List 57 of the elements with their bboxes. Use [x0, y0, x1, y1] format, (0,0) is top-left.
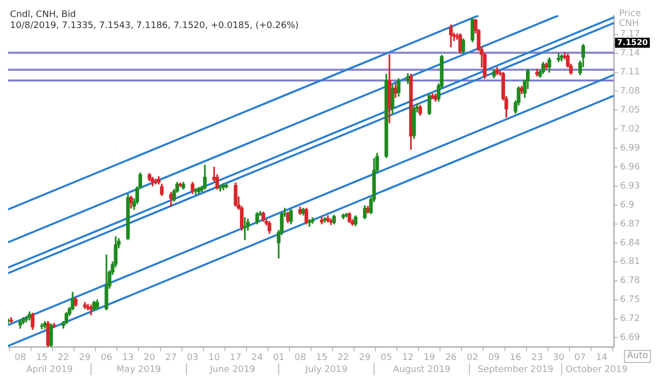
y-tick-label: 6.96 — [620, 162, 640, 172]
x-tick-label: 07 — [574, 352, 586, 363]
x-tick-label: 16 — [510, 352, 522, 363]
x-tick-label: 29 — [79, 352, 91, 363]
x-tick-label: 01 — [272, 352, 284, 363]
x-tick-label: 30 — [552, 352, 565, 363]
x-tick-label: 26 — [445, 352, 457, 363]
x-tick-label: 24 — [251, 352, 264, 363]
x-tick-label: 08 — [294, 352, 306, 363]
x-tick-label: 14 — [596, 352, 608, 363]
x-tick-label: 10 — [208, 352, 220, 363]
y-tick-label: 6.84 — [620, 238, 640, 248]
text: 7.1520 — [616, 38, 648, 47]
x-tick-label: 13 — [122, 352, 134, 363]
text: 10/8/2019, 7.1335, 7.1543, 7.1186, 7.1520, +0.0185, (+0.26%) — [10, 20, 299, 31]
x-tick-label: 08 — [14, 352, 26, 363]
text: July 2019 — [304, 365, 348, 376]
y-tick-label: 6.72 — [620, 314, 640, 324]
x-tick-label: 02 — [466, 352, 478, 363]
x-tick-label: 15 — [36, 352, 48, 363]
x-tick-label: 20 — [144, 352, 156, 363]
x-tick-label: 23 — [531, 352, 543, 363]
text: June 2019 — [208, 365, 256, 376]
chart-title: Cndl, CNH, Bid — [10, 10, 76, 20]
y-tick-label: 7.11 — [620, 68, 640, 78]
text: August 2019 — [393, 365, 451, 376]
y-tick-label: 6.9 — [620, 200, 635, 210]
y-tick-label: 7.08 — [620, 86, 640, 97]
x-tick-label: 27 — [165, 352, 177, 363]
text: April 2019 — [26, 365, 73, 376]
y-tick-label: 7.14 — [620, 48, 640, 59]
x-tick-label: 15 — [316, 352, 328, 363]
x-tick-label: 06 — [100, 352, 112, 363]
y-tick-label: 7.02 — [620, 124, 640, 135]
x-tick-label: 12 — [402, 352, 414, 363]
x-tick-label: 03 — [186, 352, 198, 363]
y-tick-label: 6.93 — [620, 181, 640, 192]
text: September 2019 — [478, 365, 554, 376]
x-tick-label: 19 — [424, 352, 436, 363]
x-tick-label: 17 — [230, 352, 242, 363]
x-tick-label: 22 — [58, 352, 70, 363]
x-tick-label: 09 — [488, 352, 500, 363]
text: October 2019 — [566, 365, 628, 376]
x-tick-label: 05 — [380, 352, 392, 363]
y-tick-label: 7.05 — [620, 106, 640, 116]
y-tick-label: 6.75 — [620, 295, 640, 306]
y-tick-label: 6.99 — [620, 143, 640, 154]
y-tick-label: 6.81 — [620, 257, 640, 268]
auto-button: Auto — [624, 350, 651, 363]
y-tick-label: 6.87 — [620, 219, 640, 230]
y-tick-label: 6.69 — [620, 333, 640, 344]
text: May 2019 — [116, 365, 162, 376]
x-tick-label: 29 — [359, 352, 371, 363]
y-axis-title: Price CNH — [618, 8, 642, 29]
y-tick-label: 6.78 — [620, 276, 640, 286]
y-tick-label: 7.17 — [620, 30, 640, 40]
x-tick-label: 22 — [338, 352, 350, 363]
